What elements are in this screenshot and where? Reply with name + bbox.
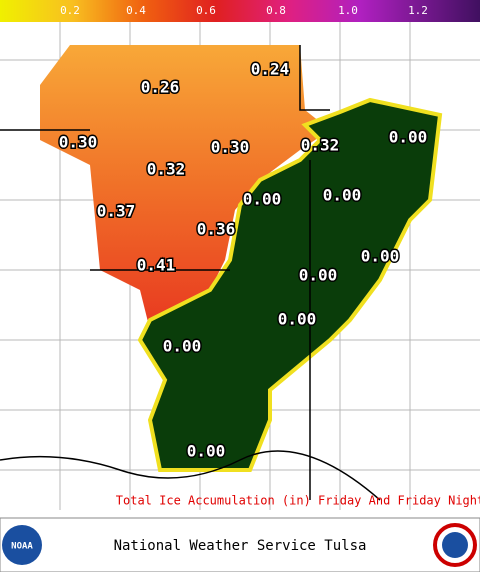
footer-bar <box>0 517 480 572</box>
boundaries <box>0 45 381 501</box>
ice-value-label: 0.36 <box>197 220 236 239</box>
ice-value-label: 0.00 <box>299 266 338 285</box>
ice-value-label: 0.00 <box>389 128 428 147</box>
color-bar-label: 0.4 <box>126 4 146 17</box>
color-bar-label: 0.8 <box>266 4 286 17</box>
color-bar-label: 0.6 <box>196 4 216 17</box>
ice-value-label: 0.41 <box>137 256 176 275</box>
ice-value-label: 0.00 <box>278 310 317 329</box>
ice-value-label: 0.30 <box>59 133 98 152</box>
ice-value-label: 0.30 <box>211 138 250 157</box>
no-ice-area <box>137 97 443 472</box>
ice-value-label: 0.24 <box>251 60 290 79</box>
ice-value-label: 0.26 <box>141 78 180 97</box>
ice-value-label: 0.00 <box>323 186 362 205</box>
footer-title: National Weather Service Tulsa <box>114 538 367 554</box>
color-bar-label: 1.2 <box>408 4 428 17</box>
ice-value-label: 0.00 <box>361 247 400 266</box>
color-bar-label: 0.2 <box>60 4 80 17</box>
ice-value-label: 0.32 <box>147 160 186 179</box>
ice-value-label: 0.32 <box>301 136 340 155</box>
noaa-logo <box>2 525 42 565</box>
color-bar-label: 1.0 <box>338 4 358 17</box>
ice-value-label: 0.00 <box>163 337 202 356</box>
ice-value-label: 0.00 <box>243 190 282 209</box>
nws-logo-inner <box>442 532 468 558</box>
color-bar <box>0 0 480 22</box>
caption: Total Ice Accumulation (in) Friday And F… <box>116 494 480 508</box>
ice-area <box>40 45 330 330</box>
noaa-logo-text: NOAA <box>11 542 33 552</box>
ice-value-label: 0.00 <box>187 442 226 461</box>
ice-value-label: 0.37 <box>97 202 136 221</box>
